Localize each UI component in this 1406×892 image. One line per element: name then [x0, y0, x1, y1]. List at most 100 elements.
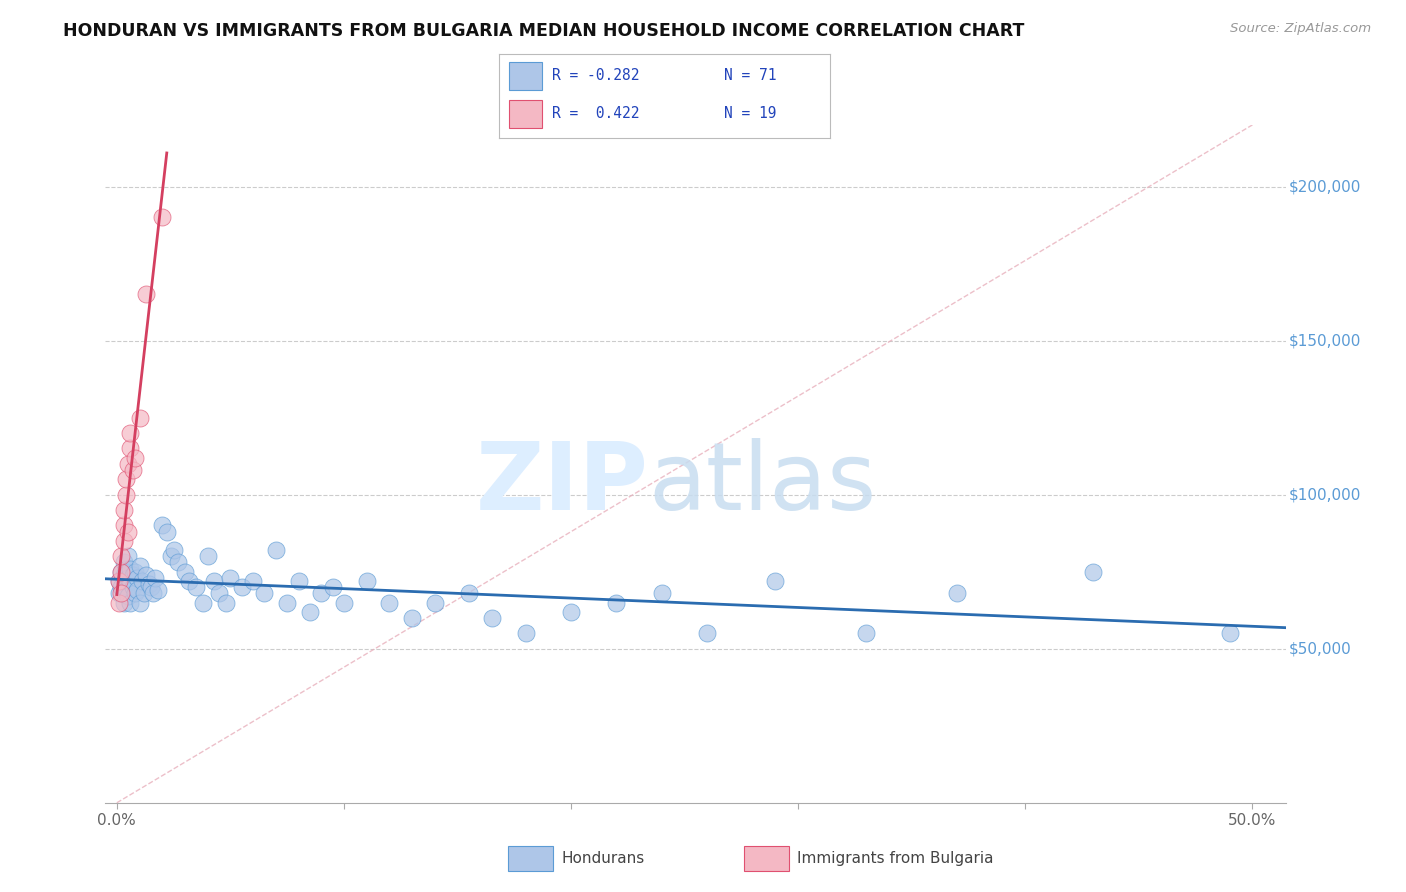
Text: $50,000: $50,000 — [1289, 641, 1351, 657]
Point — [276, 595, 298, 609]
Point — [356, 574, 378, 588]
Point — [146, 583, 169, 598]
Point — [946, 586, 969, 600]
Text: ZIP: ZIP — [475, 438, 648, 530]
Point — [162, 543, 184, 558]
Point — [696, 626, 718, 640]
Point — [115, 472, 138, 486]
FancyBboxPatch shape — [508, 847, 553, 871]
Point — [121, 463, 143, 477]
Point — [120, 561, 142, 575]
Point — [204, 574, 226, 588]
Point — [127, 571, 149, 585]
Point — [135, 287, 157, 301]
Point — [108, 586, 131, 600]
Point — [124, 450, 146, 465]
Point — [120, 595, 142, 609]
Point — [117, 457, 139, 471]
Point — [160, 549, 183, 564]
Point — [560, 605, 582, 619]
Point — [117, 549, 139, 564]
Point — [120, 442, 142, 456]
Text: N = 71: N = 71 — [724, 68, 776, 83]
Point — [242, 574, 264, 588]
Text: N = 19: N = 19 — [724, 106, 776, 121]
Point — [765, 574, 787, 588]
Point — [120, 425, 142, 440]
Point — [215, 595, 238, 609]
Point — [128, 558, 150, 573]
Point — [253, 586, 276, 600]
Point — [231, 580, 253, 594]
Point — [131, 574, 153, 588]
Point — [481, 611, 503, 625]
Point — [108, 595, 131, 609]
Point — [515, 626, 537, 640]
FancyBboxPatch shape — [509, 62, 543, 90]
Point — [121, 567, 143, 582]
Point — [117, 524, 139, 539]
Point — [208, 586, 231, 600]
Point — [115, 488, 138, 502]
Point — [135, 567, 157, 582]
Point — [110, 580, 132, 594]
Point — [191, 595, 214, 609]
Point — [112, 556, 135, 570]
Text: Immigrants from Bulgaria: Immigrants from Bulgaria — [797, 851, 994, 866]
Text: atlas: atlas — [648, 438, 877, 530]
Text: R = -0.282: R = -0.282 — [553, 68, 640, 83]
Point — [322, 580, 344, 594]
Point — [112, 518, 135, 533]
Point — [1083, 565, 1105, 579]
Point — [110, 549, 132, 564]
Point — [855, 626, 877, 640]
FancyBboxPatch shape — [744, 847, 789, 871]
Point — [174, 565, 197, 579]
Point — [108, 574, 131, 588]
Point — [309, 586, 332, 600]
Text: $100,000: $100,000 — [1289, 487, 1361, 502]
Point — [401, 611, 423, 625]
Point — [139, 580, 162, 594]
Point — [128, 410, 150, 425]
Point — [605, 595, 627, 609]
Text: $150,000: $150,000 — [1289, 333, 1361, 348]
Point — [110, 586, 132, 600]
Point — [127, 583, 149, 598]
Point — [124, 565, 146, 579]
Point — [156, 524, 179, 539]
Point — [333, 595, 356, 609]
Point — [112, 503, 135, 517]
Point — [145, 571, 167, 585]
Point — [179, 574, 201, 588]
Text: $200,000: $200,000 — [1289, 179, 1361, 194]
Text: HONDURAN VS IMMIGRANTS FROM BULGARIA MEDIAN HOUSEHOLD INCOME CORRELATION CHART: HONDURAN VS IMMIGRANTS FROM BULGARIA MED… — [63, 22, 1025, 40]
Point — [112, 567, 135, 582]
Point — [423, 595, 446, 609]
Point — [112, 595, 135, 609]
Point — [110, 565, 132, 579]
Text: Hondurans: Hondurans — [561, 851, 644, 866]
Point — [150, 518, 173, 533]
Point — [287, 574, 309, 588]
Text: Source: ZipAtlas.com: Source: ZipAtlas.com — [1230, 22, 1371, 36]
Point — [167, 556, 190, 570]
Text: R =  0.422: R = 0.422 — [553, 106, 640, 121]
Point — [117, 590, 139, 604]
Point — [150, 211, 173, 225]
Point — [142, 586, 165, 600]
Point — [132, 586, 155, 600]
Point — [120, 574, 142, 588]
Point — [115, 561, 138, 575]
Point — [115, 583, 138, 598]
Point — [378, 595, 401, 609]
Point — [457, 586, 479, 600]
Point — [1219, 626, 1241, 640]
Point — [124, 586, 146, 600]
Point — [219, 571, 242, 585]
FancyBboxPatch shape — [509, 100, 543, 128]
Point — [298, 605, 321, 619]
Point — [197, 549, 219, 564]
Point — [117, 571, 139, 585]
Point — [651, 586, 673, 600]
